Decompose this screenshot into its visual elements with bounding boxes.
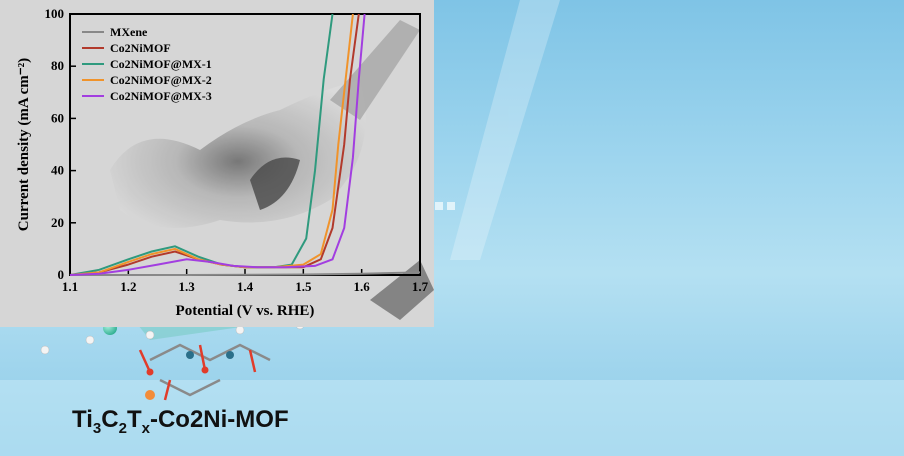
x-tick-label: 1.1 — [62, 279, 78, 294]
x-tick-label: 1.2 — [120, 279, 136, 294]
y-axis-label: Current density (mA cm⁻²) — [16, 58, 32, 231]
formula-part: C — [101, 406, 119, 433]
y-tick-label: 100 — [45, 6, 65, 21]
formula-subscript: 2 — [118, 419, 127, 437]
y-tick-label: 80 — [51, 58, 64, 73]
y-tick-label: 0 — [58, 267, 65, 282]
y-tick-label: 40 — [51, 163, 64, 178]
x-tick-label: 1.5 — [295, 279, 312, 294]
formula-subscript: 3 — [92, 419, 102, 437]
x-tick-label: 1.4 — [237, 279, 254, 294]
y-tick-label: 20 — [51, 215, 64, 230]
x-axis-label: Potential (V vs. RHE) — [176, 303, 315, 319]
legend-label: Co2NiMOF@MX-1 — [110, 57, 212, 71]
formula-part: Ti — [72, 406, 93, 433]
legend-label: Co2NiMOF@MX-3 — [110, 89, 212, 103]
legend-label: Co2NiMOF@MX-2 — [110, 73, 212, 87]
y-tick-label: 60 — [51, 110, 64, 125]
formula-subscript: x — [141, 419, 150, 437]
formula-part: -Co2Ni-MOF — [149, 406, 289, 433]
composite-formula: Ti3C2Tx-Co2Ni-MOF — [72, 406, 289, 437]
formula-part: T — [126, 406, 142, 433]
legend-label: MXene — [110, 25, 148, 39]
series-line-0 — [70, 271, 421, 276]
x-tick-label: 1.7 — [412, 279, 429, 294]
lsv-chart: 1.1 1.2 1.3 1.4 1.5 1.6 1.7 0 20 40 60 80 100 Potenti… — [0, 0, 434, 327]
x-tick-label: 1.6 — [354, 279, 371, 294]
x-tick-label: 1.3 — [179, 279, 196, 294]
series-line-4 — [69, 13, 366, 276]
legend-label: Co2NiMOF — [110, 41, 171, 55]
